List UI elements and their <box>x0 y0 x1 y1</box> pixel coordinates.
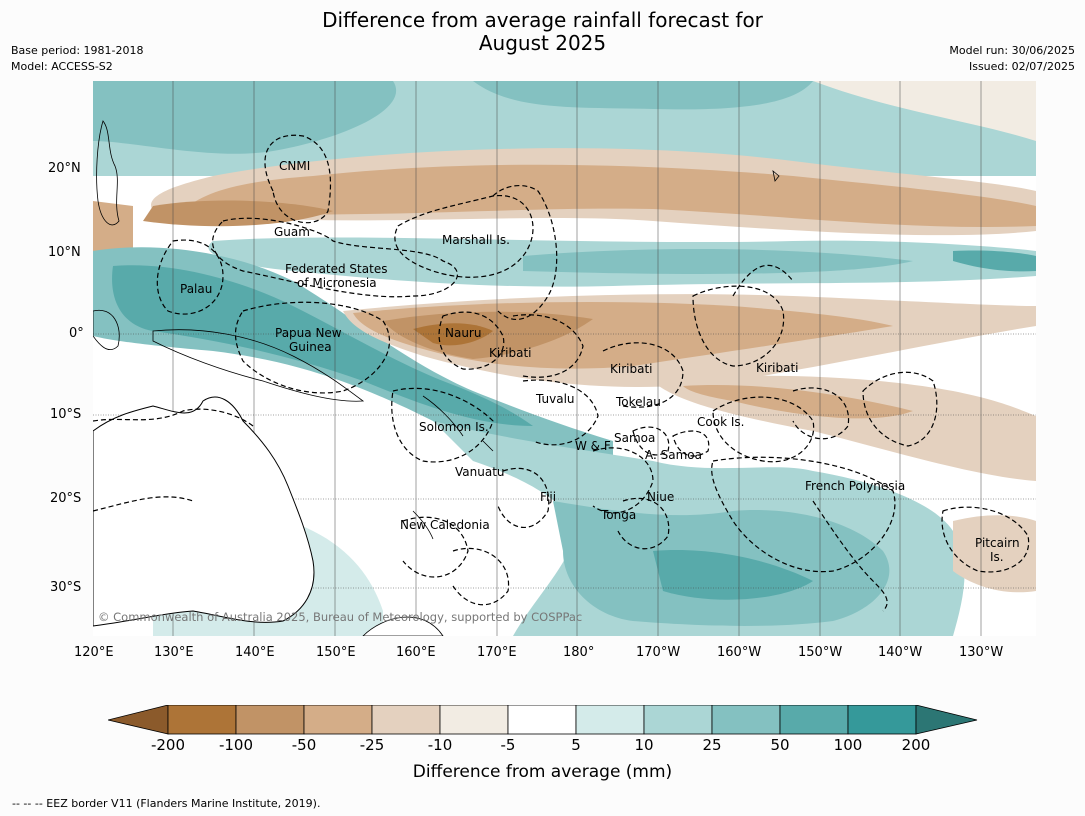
colorbar-swatch <box>847 705 917 735</box>
region-label-fsm-line1: Federated States <box>285 262 387 276</box>
model-name: Model: ACCESS-S2 <box>11 60 113 73</box>
lat-label-equator: 0° <box>69 326 84 341</box>
base-period: Base period: 1981-2018 <box>11 44 144 57</box>
lon-label-150e: 150°E <box>316 645 356 660</box>
region-label-kiribati-west: Kiribati <box>489 346 531 360</box>
region-label-vanuatu: Vanuatu <box>455 465 505 479</box>
colorbar-swatch <box>303 705 373 735</box>
colorbar-tick: -100 <box>218 736 254 754</box>
region-label-new-caledonia: New Caledonia <box>400 518 490 532</box>
colorbar-swatch <box>439 705 509 735</box>
colorbar-swatch <box>575 705 645 735</box>
colorbar-tick: 200 <box>901 736 931 754</box>
model-run: Model run: 30/06/2025 <box>949 44 1075 57</box>
colorbar-tick: -10 <box>427 736 453 754</box>
region-label-png-line2: Guinea <box>289 340 332 354</box>
region-label-png-line1: Papua New <box>275 326 342 340</box>
colorbar-swatch <box>507 705 577 735</box>
region-label-kiribati-central: Kiribati <box>610 362 652 376</box>
chart-title-line2: August 2025 <box>478 31 607 55</box>
colorbar-extend-high <box>915 705 978 735</box>
region-label-nauru: Nauru <box>445 326 481 340</box>
colorbar-tick: 100 <box>833 736 863 754</box>
region-label-tonga: Tonga <box>600 508 636 522</box>
colorbar-tick: -200 <box>150 736 186 754</box>
eez-footnote: -- -- -- EEZ border V11 (Flanders Marine… <box>12 797 321 810</box>
region-label-marshall-islands: Marshall Is. <box>442 233 510 247</box>
rainfall-anomaly-map: CNMI Guam Marshall Is. Federated States … <box>93 81 1036 636</box>
region-label-kiribati-east: Kiribati <box>756 361 798 375</box>
chart-title-line1: Difference from average rainfall forecas… <box>322 8 763 32</box>
region-label-fiji: Fiji <box>540 490 556 504</box>
colorbar-tick: -50 <box>291 736 317 754</box>
region-label-tokelau: Tokelau <box>615 395 661 409</box>
colorbar-swatch <box>711 705 781 735</box>
colorbar-extend-low <box>108 705 169 735</box>
lon-label-140e: 140°E <box>235 645 275 660</box>
region-label-palau: Palau <box>180 282 212 296</box>
lon-label-140w: 140°W <box>878 645 923 660</box>
region-label-niue: Niue <box>647 490 674 504</box>
region-label-american-samoa: A. Samoa <box>645 448 702 462</box>
colorbar-label: Difference from average (mm) <box>412 762 673 782</box>
colorbar-swatch <box>235 705 305 735</box>
region-label-pitcairn-line1: Pitcairn <box>975 536 1020 550</box>
region-label-tuvalu: Tuvalu <box>535 392 575 406</box>
region-label-pitcairn-line2: Is. <box>990 550 1004 564</box>
lon-label-160w: 160°W <box>717 645 762 660</box>
colorbar-swatch <box>643 705 713 735</box>
colorbar-swatch <box>779 705 849 735</box>
region-label-french-polynesia: French Polynesia <box>805 479 905 493</box>
colorbar-tick: 5 <box>571 736 581 754</box>
lat-label-30s: 30°S <box>50 580 82 595</box>
lon-label-180: 180° <box>563 645 595 660</box>
region-label-guam: Guam <box>274 225 310 239</box>
lat-label-20s: 20°S <box>50 491 82 506</box>
region-label-cnmi: CNMI <box>279 159 310 173</box>
colorbar <box>108 705 978 735</box>
region-label-samoa: Samoa <box>614 431 655 445</box>
colorbar-tick: -5 <box>500 736 516 754</box>
region-label-wallis-futuna: W & F <box>575 439 611 453</box>
region-label-solomon-islands: Solomon Is. <box>419 420 489 434</box>
colorbar-swatch <box>167 705 237 735</box>
lon-label-130e: 130°E <box>154 645 194 660</box>
issued-date: Issued: 02/07/2025 <box>968 60 1075 73</box>
lat-label-20n: 20°N <box>48 161 81 176</box>
region-label-fsm-line2: of Micronesia <box>297 276 377 290</box>
lat-label-10n: 10°N <box>48 245 81 260</box>
lat-label-10s: 10°S <box>50 407 82 422</box>
colorbar-swatch <box>371 705 441 735</box>
lon-label-150w: 150°W <box>798 645 843 660</box>
region-label-cook-islands: Cook Is. <box>697 415 744 429</box>
lon-label-130w: 130°W <box>959 645 1004 660</box>
lon-label-170e: 170°E <box>477 645 517 660</box>
colorbar-tick: -25 <box>359 736 385 754</box>
lon-label-120e: 120°E <box>74 645 114 660</box>
colorbar-tick: 10 <box>634 736 654 754</box>
lon-label-160e: 160°E <box>396 645 436 660</box>
lon-label-170w: 170°W <box>636 645 681 660</box>
colorbar-tick: 50 <box>770 736 790 754</box>
copyright-notice: © Commonwealth of Australia 2025, Bureau… <box>98 610 582 624</box>
colorbar-tick: 25 <box>702 736 722 754</box>
